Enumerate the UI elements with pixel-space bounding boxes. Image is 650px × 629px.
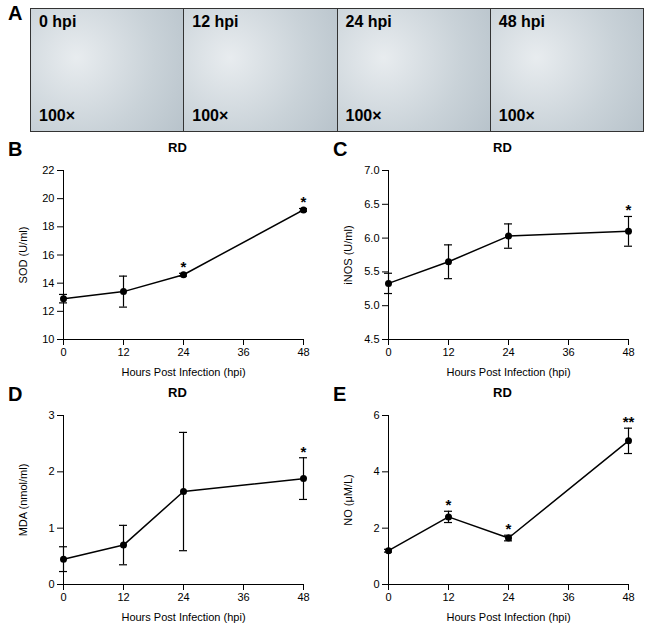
svg-text:10: 10	[42, 333, 54, 345]
svg-text:0: 0	[373, 578, 379, 590]
svg-text:0: 0	[60, 591, 66, 603]
svg-text:SOD (U/ml): SOD (U/ml)	[17, 227, 29, 284]
svg-text:6: 6	[373, 409, 379, 421]
svg-text:48: 48	[622, 346, 634, 358]
html-text:12 hpi: 12 hpi	[192, 13, 239, 30]
svg-text:5.0: 5.0	[364, 299, 379, 311]
svg-text:24: 24	[177, 591, 189, 603]
html-text:RD: RD	[168, 385, 187, 400]
svg-text:12: 12	[42, 305, 54, 317]
svg-text:Hours Post Infection (hpi): Hours Post Infection (hpi)	[446, 611, 570, 623]
svg-text:14: 14	[42, 277, 54, 289]
svg-text:3: 3	[48, 409, 54, 421]
svg-text:0: 0	[385, 591, 391, 603]
svg-text:6.5: 6.5	[364, 198, 379, 210]
html-text:E: E	[333, 383, 347, 405]
html-text:100×: 100×	[498, 107, 535, 124]
svg-text:48: 48	[297, 346, 309, 358]
svg-text:*: *	[301, 443, 307, 460]
html-text:100×: 100×	[345, 107, 382, 124]
svg-text:48: 48	[622, 591, 634, 603]
svg-text:20: 20	[42, 192, 54, 204]
html-text:RD: RD	[493, 385, 512, 400]
svg-text:48: 48	[297, 591, 309, 603]
html-text:D: D	[8, 383, 23, 405]
svg-text:MDA (nmol/ml): MDA (nmol/ml)	[17, 464, 29, 537]
svg-text:iNOS (U/ml): iNOS (U/ml)	[342, 225, 354, 284]
svg-text:0: 0	[60, 346, 66, 358]
svg-text:12: 12	[117, 591, 129, 603]
svg-text:36: 36	[562, 346, 574, 358]
svg-text:12: 12	[117, 346, 129, 358]
svg-text:18: 18	[42, 220, 54, 232]
svg-text:NO (μM/L): NO (μM/L)	[342, 474, 354, 526]
svg-text:12: 12	[442, 346, 454, 358]
svg-text:*: *	[626, 201, 632, 218]
svg-text:4.5: 4.5	[364, 333, 379, 345]
svg-text:**: **	[623, 413, 635, 430]
svg-text:12: 12	[442, 591, 454, 603]
html-text:C: C	[333, 138, 348, 160]
html-text:B: B	[8, 138, 23, 160]
svg-text:36: 36	[237, 591, 249, 603]
svg-text:*: *	[301, 193, 307, 210]
svg-text:16: 16	[42, 249, 54, 261]
svg-text:24: 24	[177, 346, 189, 358]
svg-text:36: 36	[237, 346, 249, 358]
svg-text:24: 24	[502, 591, 514, 603]
svg-text:2: 2	[373, 522, 379, 534]
html-text:0 hpi: 0 hpi	[39, 13, 77, 30]
svg-text:6.0: 6.0	[364, 232, 379, 244]
html-text:100×: 100×	[192, 107, 229, 124]
svg-text:22: 22	[42, 164, 54, 176]
html-text:RD: RD	[168, 140, 187, 155]
svg-text:*: *	[446, 496, 452, 513]
svg-text:0: 0	[48, 578, 54, 590]
svg-text:36: 36	[562, 591, 574, 603]
svg-text:4: 4	[373, 465, 379, 477]
svg-text:24: 24	[502, 346, 514, 358]
html-text:24 hpi: 24 hpi	[345, 13, 392, 30]
svg-text:Hours Post Infection (hpi): Hours Post Infection (hpi)	[446, 366, 570, 378]
svg-text:7.0: 7.0	[364, 164, 379, 176]
html-text:48 hpi: 48 hpi	[498, 13, 545, 30]
svg-text:0: 0	[385, 346, 391, 358]
svg-text:5.5: 5.5	[364, 265, 379, 277]
html-text:A: A	[8, 2, 23, 24]
html-text:RD: RD	[493, 140, 512, 155]
svg-text:Hours Post Infection (hpi): Hours Post Infection (hpi)	[121, 611, 245, 623]
svg-text:2: 2	[48, 465, 54, 477]
svg-text:*: *	[506, 520, 512, 537]
svg-text:*: *	[181, 258, 187, 275]
svg-text:1: 1	[48, 522, 54, 534]
svg-text:Hours Post Infection (hpi): Hours Post Infection (hpi)	[121, 366, 245, 378]
html-text:100×: 100×	[39, 107, 75, 124]
